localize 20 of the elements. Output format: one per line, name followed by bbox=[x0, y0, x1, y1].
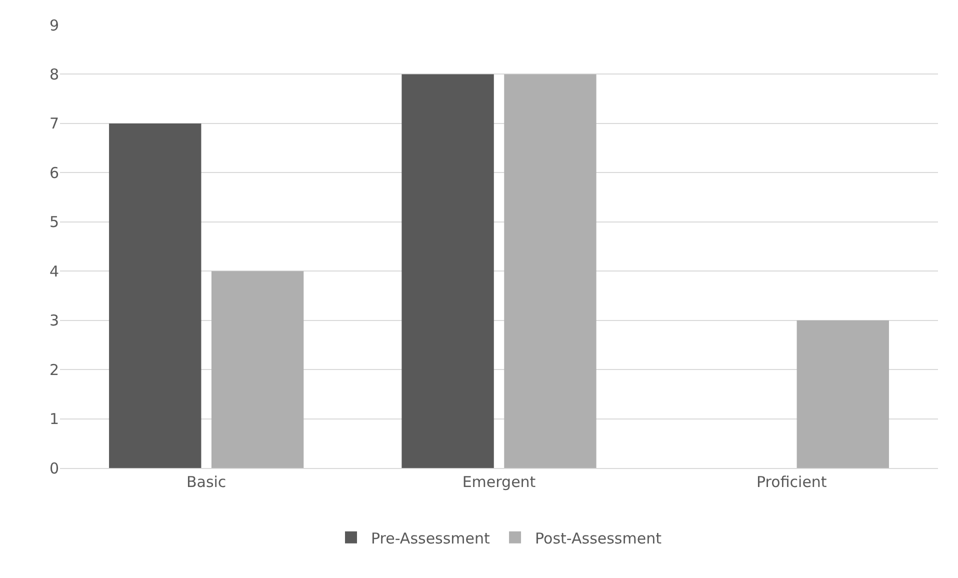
y-tick-label: 6 bbox=[49, 164, 59, 182]
y-tick-label: 0 bbox=[49, 459, 59, 478]
y-tick-label: 1 bbox=[49, 410, 59, 428]
legend-label: Post-Assessment bbox=[535, 529, 662, 548]
bar bbox=[796, 320, 889, 468]
bar bbox=[504, 74, 596, 468]
x-tick-label: Proficient bbox=[756, 473, 827, 491]
bar bbox=[109, 123, 202, 468]
y-tick-label: 8 bbox=[49, 65, 59, 84]
bar bbox=[211, 271, 304, 468]
y-tick-label: 7 bbox=[49, 114, 59, 133]
y-tick-label: 9 bbox=[49, 16, 59, 34]
bar bbox=[402, 74, 494, 468]
y-tick-label: 5 bbox=[49, 213, 59, 232]
y-tick-label: 3 bbox=[49, 312, 59, 330]
x-tick-label: Basic bbox=[186, 473, 226, 491]
x-tick-label: Emergent bbox=[462, 473, 536, 491]
legend-label: Pre-Assessment bbox=[371, 529, 490, 548]
y-tick-label: 2 bbox=[49, 360, 59, 379]
y-tick-label: 4 bbox=[49, 262, 59, 280]
